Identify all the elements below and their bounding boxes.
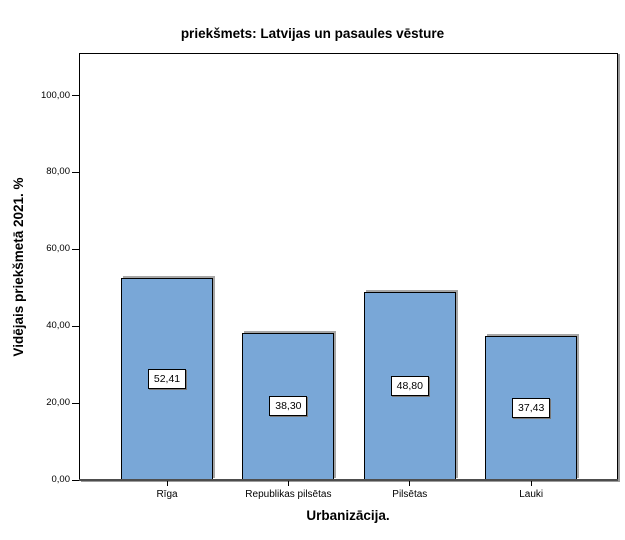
y-tick-mark [72, 248, 79, 250]
y-tick-mark [72, 479, 79, 481]
y-tick-label: 60,00 [46, 243, 70, 255]
y-tick-mark [72, 402, 79, 404]
x-tick-label: Pilsētas [392, 489, 428, 500]
y-axis-title: Vidējais priekšmetā 2021. % [11, 177, 26, 357]
y-tick-label: 20,00 [46, 397, 70, 409]
x-tick-mark [409, 481, 411, 486]
bar-Pilsētas [363, 292, 456, 480]
y-tick-label: 80,00 [46, 166, 70, 178]
y-tick-label: 40,00 [46, 320, 70, 332]
bar-value-label: 48,80 [390, 376, 429, 397]
bar-value-label: 52,41 [148, 369, 186, 390]
chart-title: priekšmets: Latvijas un pasaules vēsture [180, 26, 445, 41]
bar-value-label: 37,43 [512, 398, 551, 419]
x-tick-label: Republikas pilsētas [245, 489, 332, 500]
x-tick-label: Rīga [156, 489, 178, 500]
y-tick-label: 0,00 [51, 474, 71, 485]
x-tick-label: Lauki [519, 489, 544, 500]
x-tick-mark [530, 481, 532, 486]
y-tick-mark [72, 171, 79, 173]
y-tick-mark [72, 95, 79, 96]
x-axis-line [79, 478, 618, 481]
x-axis-title: Urbanizācija. [306, 508, 390, 523]
bar-value-label: 38,30 [269, 396, 308, 417]
x-tick-mark [166, 481, 168, 486]
x-tick-mark [287, 481, 289, 486]
y-tick-mark [72, 325, 79, 327]
y-tick-label: 100,00 [40, 89, 70, 101]
